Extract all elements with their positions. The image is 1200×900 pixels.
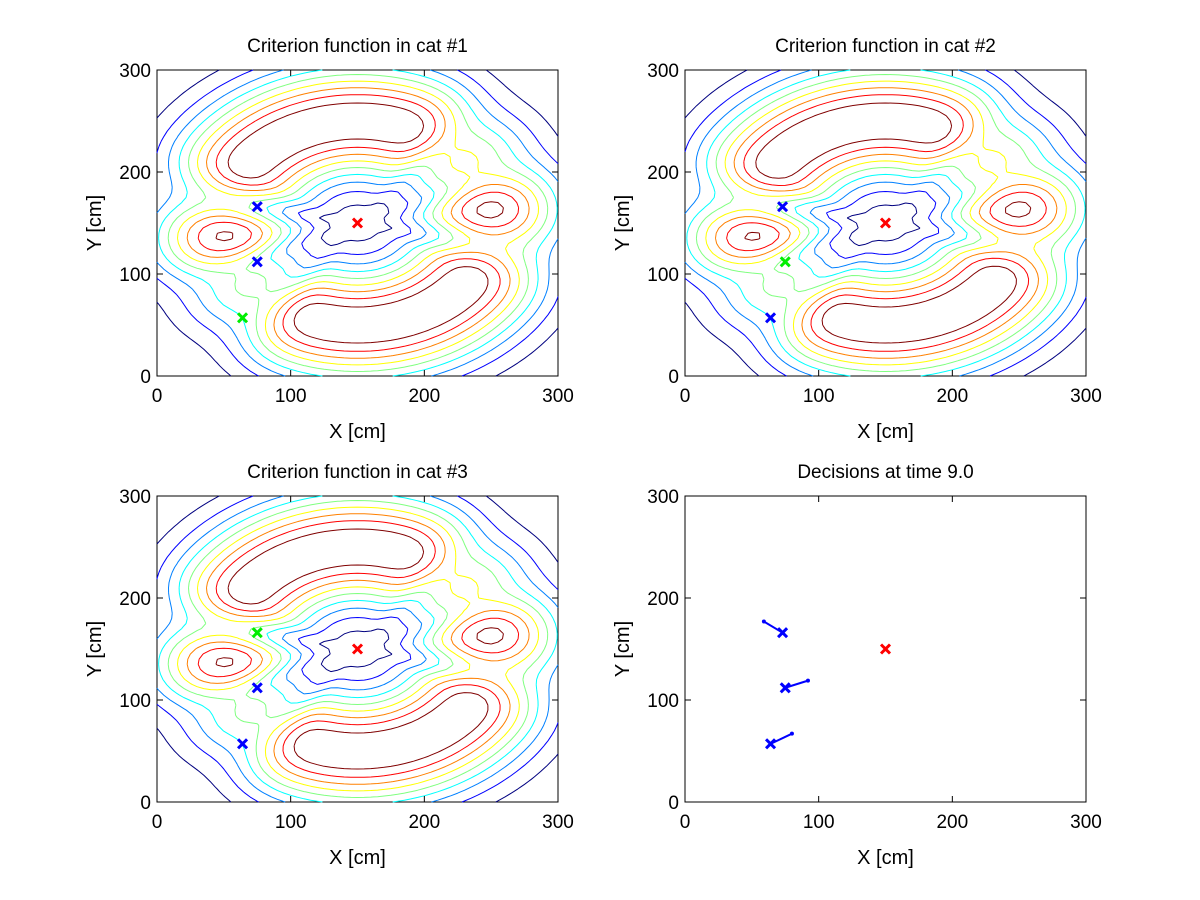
contour-level-2 — [156, 69, 559, 377]
subplot-3: 0 100 200 300 0 100 200 300 Criterion function i… — [84, 462, 574, 869]
xtick-label: 0 — [152, 386, 163, 407]
ytick-label: 200 — [647, 589, 679, 610]
subplot-4: 0 100 200 300 0 100 200 300 Decisions at time 9.… — [612, 462, 1102, 869]
contour-level-3 — [156, 495, 559, 803]
xtick-label: 300 — [542, 386, 574, 407]
marker-self-2 — [251, 627, 263, 639]
contour-level-4 — [158, 69, 558, 377]
contour-level-4 — [158, 495, 558, 803]
contour-lines — [156, 69, 559, 377]
contour-level-9 — [744, 102, 1032, 344]
ytick-label: 0 — [140, 367, 151, 388]
y-axis-label: Y [cm] — [84, 195, 106, 251]
y-axis-label: Y [cm] — [612, 195, 634, 251]
ytick-label: 100 — [647, 691, 679, 712]
subplot-title: Criterion function in cat #2 — [775, 36, 996, 57]
xtick-label: 300 — [542, 812, 574, 833]
x-axis-label: X [cm] — [329, 847, 386, 869]
contour-level-9 — [215, 528, 504, 770]
marker-target-1 — [351, 643, 364, 655]
xtick-label: 300 — [1070, 812, 1102, 833]
marker-target-1 — [879, 643, 892, 655]
ytick-label: 200 — [647, 163, 679, 184]
xtick-label: 200 — [936, 812, 968, 833]
xtick-label: 0 — [680, 812, 691, 833]
subplot-title: Decisions at time 9.0 — [797, 462, 973, 483]
xtick-label: 100 — [275, 812, 307, 833]
ytick-label: 0 — [668, 793, 679, 814]
ytick-label: 300 — [647, 487, 679, 508]
contour-level-6 — [705, 80, 1067, 366]
contour-level-2 — [156, 495, 559, 803]
subplot-title: Criterion function in cat #1 — [247, 36, 468, 57]
contour-level-8 — [726, 94, 1047, 352]
ytick-label: 100 — [119, 265, 151, 286]
marker-cat-2 — [777, 627, 789, 639]
subplot-title: Criterion function in cat #3 — [247, 462, 468, 483]
contour-level-3 — [684, 69, 1087, 377]
contour-level-3 — [156, 69, 559, 377]
xtick-label: 100 — [803, 812, 835, 833]
contour-level-6 — [177, 506, 539, 792]
marker-self-3 — [779, 256, 791, 268]
ytick-label: 100 — [647, 265, 679, 286]
xtick-label: 100 — [803, 386, 835, 407]
xtick-label: 100 — [275, 386, 307, 407]
subplot-1: 0 100 200 300 0 100 200 300 Criterion function i… — [84, 36, 574, 443]
marker-self-4 — [236, 312, 249, 324]
y-axis-label: Y [cm] — [612, 621, 634, 677]
marker-other-3 — [251, 256, 263, 268]
contour-level-6 — [177, 80, 539, 366]
contour-level-4 — [686, 69, 1086, 377]
ytick-label: 0 — [668, 367, 679, 388]
contour-level-7 — [715, 87, 1058, 359]
y-axis-label: Y [cm] — [84, 621, 106, 677]
contour-level-7 — [186, 513, 530, 785]
x-axis-label: X [cm] — [857, 421, 914, 443]
xtick-label: 300 — [1070, 386, 1102, 407]
contour-level-2 — [684, 69, 1087, 377]
ytick-label: 300 — [119, 61, 151, 82]
marker-cat-3 — [779, 682, 791, 694]
contour-lines — [684, 69, 1087, 377]
x-axis-label: X [cm] — [329, 421, 386, 443]
decision-vector-2 — [784, 678, 810, 689]
marker-target-1 — [351, 217, 364, 229]
xtick-label: 0 — [152, 812, 163, 833]
xtick-label: 200 — [408, 812, 440, 833]
marker-other-2 — [777, 201, 789, 213]
contour-level-1 — [684, 69, 1087, 377]
contour-lines — [156, 495, 559, 803]
ytick-label: 300 — [647, 61, 679, 82]
xtick-label: 200 — [408, 386, 440, 407]
marker-other-4 — [764, 312, 777, 324]
marker-other-2 — [251, 201, 263, 213]
subplot-2: 0 100 200 300 0 100 200 300 Criterion function i… — [612, 36, 1102, 443]
ytick-label: 300 — [119, 487, 151, 508]
ytick-label: 200 — [119, 163, 151, 184]
marker-cat-4 — [764, 738, 777, 750]
ytick-label: 100 — [119, 691, 151, 712]
contour-level-5 — [695, 74, 1076, 372]
contour-level-1 — [156, 69, 559, 377]
contour-level-9 — [215, 102, 504, 344]
xtick-label: 200 — [936, 386, 968, 407]
ytick-label: 200 — [119, 589, 151, 610]
contour-level-7 — [186, 87, 530, 359]
marker-target-1 — [879, 217, 892, 229]
contour-level-8 — [197, 520, 520, 778]
ytick-label: 0 — [140, 793, 151, 814]
marker-other-4 — [236, 738, 249, 750]
contour-level-8 — [197, 94, 520, 352]
xtick-label: 0 — [680, 386, 691, 407]
x-axis-label: X [cm] — [857, 847, 914, 869]
marker-other-3 — [251, 682, 263, 694]
contour-level-1 — [156, 495, 559, 803]
